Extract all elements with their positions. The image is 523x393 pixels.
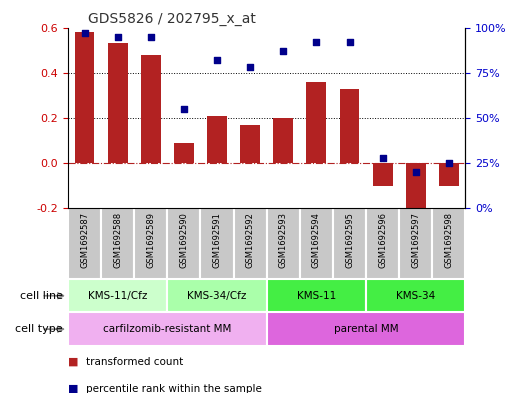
Bar bbox=[101, 208, 134, 279]
Point bbox=[146, 33, 155, 40]
Text: GSM1692591: GSM1692591 bbox=[212, 212, 222, 268]
Point bbox=[279, 48, 288, 54]
Bar bbox=[200, 208, 234, 279]
Point bbox=[246, 64, 254, 70]
Bar bbox=[167, 279, 267, 312]
Point bbox=[213, 57, 221, 63]
Bar bbox=[68, 279, 167, 312]
Bar bbox=[141, 55, 161, 163]
Bar bbox=[373, 163, 393, 185]
Bar bbox=[234, 208, 267, 279]
Bar bbox=[267, 279, 366, 312]
Bar bbox=[439, 163, 459, 185]
Text: GSM1692588: GSM1692588 bbox=[113, 212, 122, 268]
Point bbox=[445, 160, 453, 166]
Text: KMS-11/Cfz: KMS-11/Cfz bbox=[88, 291, 147, 301]
Text: GSM1692595: GSM1692595 bbox=[345, 212, 354, 268]
Text: GSM1692590: GSM1692590 bbox=[179, 212, 188, 268]
Text: percentile rank within the sample: percentile rank within the sample bbox=[86, 384, 262, 393]
Text: GSM1692597: GSM1692597 bbox=[411, 212, 420, 268]
Text: GSM1692587: GSM1692587 bbox=[80, 212, 89, 268]
Text: transformed count: transformed count bbox=[86, 356, 184, 367]
Bar bbox=[267, 208, 300, 279]
Text: KMS-34: KMS-34 bbox=[396, 291, 436, 301]
Point bbox=[81, 30, 89, 36]
Bar bbox=[274, 118, 293, 163]
Text: cell type: cell type bbox=[15, 324, 63, 334]
Point bbox=[379, 154, 387, 161]
Bar bbox=[134, 208, 167, 279]
Bar bbox=[366, 208, 399, 279]
Point bbox=[412, 169, 420, 175]
Bar bbox=[240, 125, 260, 163]
Bar bbox=[174, 143, 194, 163]
Point bbox=[312, 39, 321, 45]
Text: KMS-34/Cfz: KMS-34/Cfz bbox=[187, 291, 247, 301]
Bar bbox=[167, 208, 200, 279]
Bar bbox=[68, 312, 267, 346]
Text: GSM1692598: GSM1692598 bbox=[445, 212, 453, 268]
Point bbox=[180, 106, 188, 112]
Text: GSM1692594: GSM1692594 bbox=[312, 212, 321, 268]
Bar bbox=[406, 163, 426, 215]
Bar bbox=[75, 32, 95, 163]
Bar bbox=[433, 208, 465, 279]
Text: KMS-11: KMS-11 bbox=[297, 291, 336, 301]
Bar bbox=[339, 88, 359, 163]
Text: GSM1692593: GSM1692593 bbox=[279, 212, 288, 268]
Text: ■: ■ bbox=[68, 384, 78, 393]
Bar bbox=[108, 43, 128, 163]
Bar bbox=[300, 208, 333, 279]
Bar bbox=[68, 208, 101, 279]
Text: GSM1692596: GSM1692596 bbox=[378, 212, 387, 268]
Text: carfilzomib-resistant MM: carfilzomib-resistant MM bbox=[103, 324, 232, 334]
Text: ■: ■ bbox=[68, 356, 78, 367]
Text: parental MM: parental MM bbox=[334, 324, 399, 334]
Bar bbox=[267, 312, 465, 346]
Text: GDS5826 / 202795_x_at: GDS5826 / 202795_x_at bbox=[88, 13, 256, 26]
Point bbox=[113, 33, 122, 40]
Bar bbox=[399, 208, 433, 279]
Text: GSM1692592: GSM1692592 bbox=[246, 212, 255, 268]
Text: GSM1692589: GSM1692589 bbox=[146, 212, 155, 268]
Bar bbox=[306, 82, 326, 163]
Bar bbox=[366, 279, 465, 312]
Bar bbox=[207, 116, 227, 163]
Point bbox=[345, 39, 354, 45]
Bar bbox=[333, 208, 366, 279]
Text: cell line: cell line bbox=[20, 291, 63, 301]
